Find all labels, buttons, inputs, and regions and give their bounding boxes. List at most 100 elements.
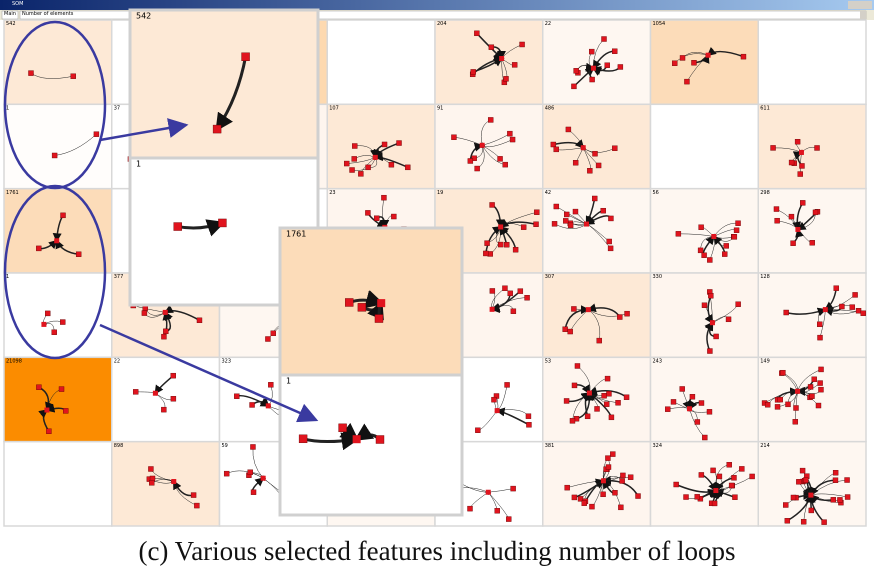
node bbox=[170, 372, 176, 379]
som-cell[interactable] bbox=[649, 103, 759, 190]
cell-background bbox=[434, 103, 544, 190]
node bbox=[852, 292, 858, 298]
som-cell[interactable]: 53 bbox=[542, 356, 652, 443]
node bbox=[817, 334, 823, 341]
node bbox=[833, 285, 839, 291]
node bbox=[774, 217, 780, 224]
cell-background bbox=[111, 440, 221, 527]
cell-label: 307 bbox=[545, 274, 555, 280]
node bbox=[709, 320, 715, 326]
zoom-label: 1 bbox=[286, 377, 291, 386]
node bbox=[707, 257, 713, 263]
som-cell[interactable]: 330 bbox=[649, 272, 759, 359]
node bbox=[698, 224, 704, 230]
node bbox=[784, 518, 791, 524]
som-cell[interactable]: 128 bbox=[757, 272, 867, 359]
node bbox=[475, 427, 481, 433]
node bbox=[494, 508, 500, 514]
node bbox=[497, 156, 503, 162]
node bbox=[600, 207, 606, 214]
node bbox=[132, 389, 139, 395]
cell-label: 21098 bbox=[6, 359, 22, 365]
dropdown-arrow[interactable] bbox=[860, 11, 866, 19]
node bbox=[162, 309, 168, 315]
cell-background bbox=[3, 272, 113, 359]
node bbox=[562, 326, 568, 332]
menu-button[interactable] bbox=[1, 10, 19, 20]
node bbox=[148, 466, 154, 472]
node bbox=[790, 494, 797, 501]
som-cell[interactable]: 1054 bbox=[649, 19, 759, 106]
som-cell[interactable]: 486 bbox=[542, 103, 652, 190]
node bbox=[161, 406, 167, 413]
zoom-panel: 1761 bbox=[278, 226, 464, 377]
node bbox=[173, 222, 182, 231]
node bbox=[405, 164, 411, 171]
highlight-ellipse bbox=[3, 184, 107, 360]
node bbox=[606, 238, 612, 245]
cell-background bbox=[111, 356, 221, 443]
node bbox=[212, 124, 222, 134]
node bbox=[485, 489, 491, 495]
node bbox=[670, 399, 677, 405]
som-cell[interactable] bbox=[3, 440, 113, 527]
som-cell[interactable]: 1761 bbox=[3, 187, 113, 274]
som-cell[interactable]: 42 bbox=[542, 187, 652, 274]
som-cell[interactable]: 1 bbox=[3, 272, 113, 359]
node bbox=[572, 160, 579, 166]
som-cell[interactable]: 381 bbox=[542, 440, 652, 527]
cell-background bbox=[3, 19, 113, 106]
zoom-panel: 1 bbox=[278, 373, 464, 517]
som-cell[interactable]: 307 bbox=[542, 272, 652, 359]
node bbox=[837, 497, 843, 503]
node bbox=[691, 60, 697, 66]
caption: (c) Various selected features including … bbox=[138, 536, 736, 566]
node bbox=[194, 502, 200, 509]
som-cell[interactable]: 56 bbox=[649, 187, 759, 274]
som-cell[interactable]: 898 bbox=[111, 440, 221, 527]
node bbox=[365, 164, 371, 171]
som-cell[interactable]: 542 bbox=[3, 19, 113, 106]
highlight-ellipse bbox=[3, 20, 107, 190]
node bbox=[377, 299, 386, 308]
som-cell[interactable]: 1 bbox=[3, 103, 113, 190]
node bbox=[822, 307, 828, 313]
node bbox=[70, 73, 76, 79]
som-cell[interactable]: 22 bbox=[542, 19, 652, 106]
node bbox=[608, 414, 615, 421]
som-cell[interactable]: 204 bbox=[434, 19, 544, 106]
node bbox=[844, 477, 850, 483]
window-buttons[interactable] bbox=[848, 1, 872, 9]
node bbox=[817, 321, 823, 327]
som-cell[interactable]: 214 bbox=[757, 440, 867, 527]
som-cell[interactable]: 324 bbox=[649, 440, 759, 527]
menu-label[interactable]: Main bbox=[4, 11, 16, 17]
node bbox=[498, 224, 504, 230]
som-cell[interactable]: 91 bbox=[434, 103, 544, 190]
som-cell[interactable]: 243 bbox=[649, 356, 759, 443]
node bbox=[723, 243, 729, 249]
selector-label[interactable]: Number of elements bbox=[22, 11, 74, 17]
som-cell[interactable] bbox=[757, 19, 867, 106]
node bbox=[620, 472, 626, 479]
som-cell[interactable]: 107 bbox=[326, 103, 436, 190]
cell-label: 59 bbox=[222, 443, 228, 449]
node bbox=[612, 145, 618, 151]
node bbox=[783, 502, 789, 508]
som-cell[interactable]: 149 bbox=[757, 356, 867, 443]
som-cell[interactable]: 22 bbox=[111, 356, 221, 443]
node bbox=[249, 402, 255, 408]
node bbox=[725, 316, 732, 323]
node bbox=[467, 505, 473, 512]
som-cell[interactable]: 611 bbox=[757, 103, 867, 190]
node bbox=[534, 209, 540, 215]
som-cell[interactable]: 298 bbox=[757, 187, 867, 274]
node bbox=[583, 221, 589, 227]
node bbox=[785, 401, 791, 408]
som-cell[interactable]: 21098 bbox=[3, 356, 113, 443]
node bbox=[735, 220, 741, 226]
node bbox=[36, 384, 42, 390]
node bbox=[818, 366, 824, 373]
som-cell[interactable] bbox=[326, 19, 436, 106]
node bbox=[345, 298, 354, 307]
